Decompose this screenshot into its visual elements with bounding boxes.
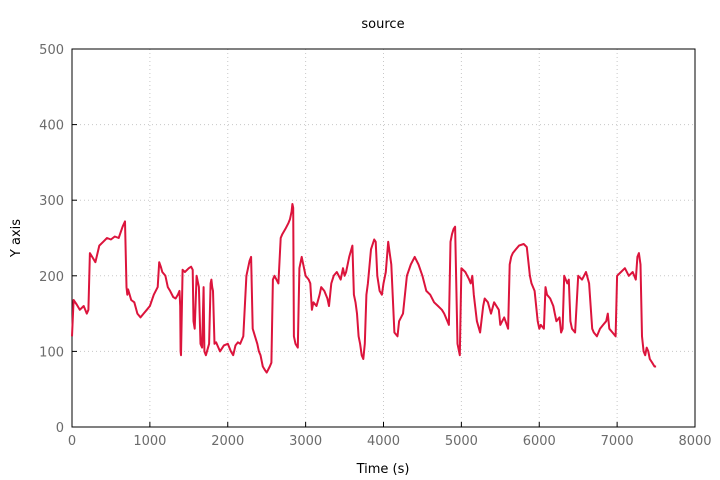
x-tick-label: 8000 <box>678 434 711 449</box>
series-line <box>71 203 657 374</box>
y-tick-label: 100 <box>39 345 64 360</box>
y-tick-label: 400 <box>39 119 64 134</box>
x-tick-label: 0 <box>68 434 76 449</box>
y-tick-label: 0 <box>56 421 64 436</box>
y-tick-label: 500 <box>39 43 64 58</box>
x-tick-label: 2000 <box>211 434 244 449</box>
grid <box>72 49 695 427</box>
x-tick-label: 4000 <box>367 434 400 449</box>
chart-title: source <box>361 17 404 32</box>
x-tick-label: 3000 <box>289 434 322 449</box>
y-axis-label: Y axis <box>9 219 24 258</box>
y-tick-label: 200 <box>39 270 64 285</box>
x-tick-label: 6000 <box>523 434 556 449</box>
x-axis-label: Time (s) <box>356 462 410 477</box>
axis-ticks: 0 1000 2000 3000 4000 5000 6000 7000 8000 0 100 200… <box>39 43 711 449</box>
x-tick-label: 5000 <box>445 434 478 449</box>
x-tick-label: 7000 <box>601 434 634 449</box>
y-tick-label: 300 <box>39 194 64 209</box>
x-tick-label: 1000 <box>133 434 166 449</box>
series-layer <box>71 203 657 374</box>
